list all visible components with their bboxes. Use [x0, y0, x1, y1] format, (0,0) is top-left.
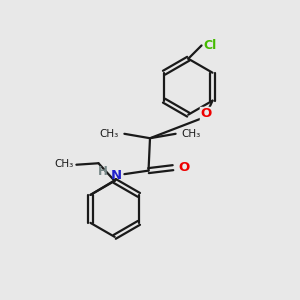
Text: Cl: Cl: [203, 39, 216, 52]
Text: O: O: [200, 107, 211, 120]
Text: CH₃: CH₃: [54, 159, 74, 169]
Text: H: H: [98, 165, 108, 178]
Text: CH₃: CH₃: [100, 129, 119, 139]
Text: O: O: [179, 161, 190, 174]
Text: N: N: [111, 169, 122, 182]
Text: CH₃: CH₃: [181, 129, 200, 139]
